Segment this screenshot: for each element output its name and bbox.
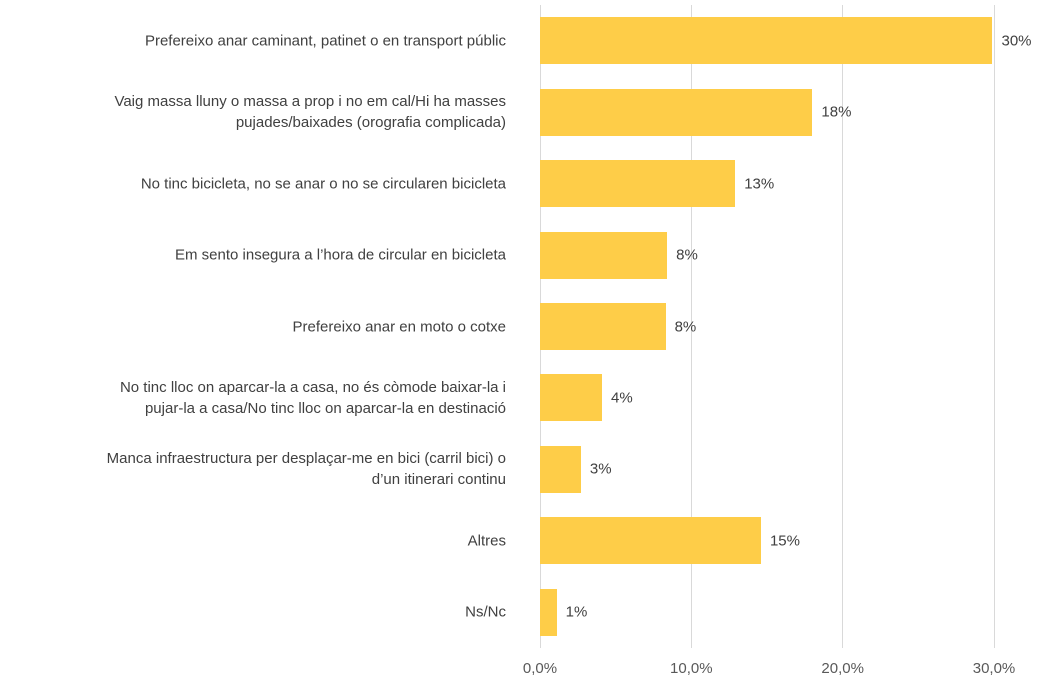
bar xyxy=(540,445,581,493)
data-label: 30% xyxy=(1001,32,1032,50)
data-label: 13% xyxy=(744,175,775,193)
category-label: Ns/Nc xyxy=(465,603,506,621)
data-label: 1% xyxy=(565,603,588,621)
x-tick-label: 0,0% xyxy=(522,660,558,677)
bar xyxy=(540,17,993,65)
category-label: Prefereixo anar caminant, patinet o en t… xyxy=(144,32,506,50)
data-label: 3% xyxy=(589,460,612,478)
category-label: No tinc lloc on aparcar-la a casa, no és… xyxy=(119,378,506,417)
category-label: Manca infraestructura per desplaçar-me e… xyxy=(106,450,506,489)
category-label: Altres xyxy=(467,532,506,550)
x-tick-label: 30,0% xyxy=(972,660,1016,677)
data-label: 8% xyxy=(676,246,698,264)
bar xyxy=(540,88,813,136)
category-label: Em sento insegura a l’hora de circular e… xyxy=(174,246,506,264)
category-label: Vaig massa lluny o massa a prop i no em … xyxy=(114,93,506,132)
bar xyxy=(540,374,603,422)
bar xyxy=(540,231,668,279)
category-label: No tinc bicicleta, no se anar o no se ci… xyxy=(140,175,506,193)
data-label: 15% xyxy=(769,532,800,550)
category-label: Prefereixo anar en moto o cotxe xyxy=(292,318,506,335)
bar xyxy=(540,160,736,208)
x-tick-label: 20,0% xyxy=(821,660,864,677)
grid-line xyxy=(842,5,844,648)
bar xyxy=(540,588,557,636)
data-label: 18% xyxy=(821,103,852,121)
bar xyxy=(540,517,761,565)
grid-line xyxy=(993,5,995,648)
data-label: 4% xyxy=(611,389,633,407)
grid-line xyxy=(690,5,692,648)
data-label: 8% xyxy=(674,318,697,335)
bar xyxy=(540,303,666,350)
x-tick-label: 10,0% xyxy=(670,660,713,677)
